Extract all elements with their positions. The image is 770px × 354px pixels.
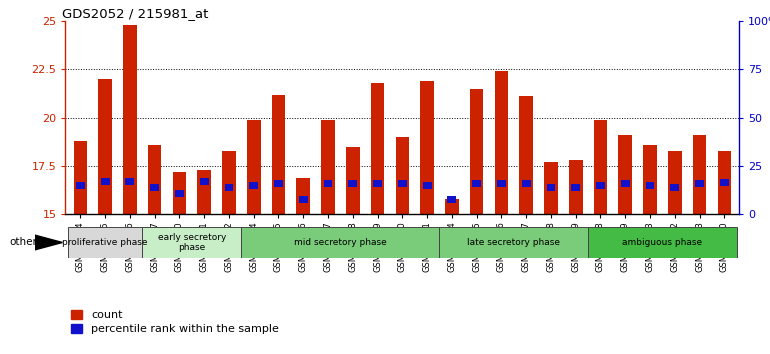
Bar (594, 120, 608, 214)
Bar (472, 181, 481, 187)
Bar (497, 181, 506, 187)
Bar (73, 141, 87, 214)
Bar (398, 181, 407, 187)
Bar (197, 170, 211, 214)
Bar (323, 181, 333, 187)
Bar (199, 178, 209, 185)
Bar (618, 135, 632, 214)
Bar (440, 227, 588, 258)
Bar (645, 182, 654, 189)
Bar (123, 25, 136, 214)
Bar (547, 184, 555, 191)
Bar (222, 150, 236, 214)
Bar (621, 181, 630, 187)
Bar (296, 177, 310, 214)
Bar (142, 227, 241, 258)
Bar (272, 95, 286, 214)
Bar (373, 181, 382, 187)
Bar (588, 227, 737, 258)
Text: GDS2052 / 215981_at: GDS2052 / 215981_at (62, 7, 209, 20)
Bar (396, 137, 409, 214)
Bar (148, 145, 162, 214)
Bar (370, 83, 384, 214)
Bar (68, 227, 142, 258)
Bar (274, 181, 283, 187)
Text: other: other (9, 238, 37, 247)
Bar (346, 147, 360, 214)
Bar (241, 227, 440, 258)
Bar (668, 150, 681, 214)
Bar (447, 196, 457, 202)
Bar (470, 89, 484, 214)
Bar (420, 81, 434, 214)
Bar (643, 145, 657, 214)
Text: early secretory
phase: early secretory phase (158, 233, 226, 252)
Bar (423, 182, 431, 189)
Text: mid secretory phase: mid secretory phase (294, 238, 387, 247)
Bar (571, 184, 580, 191)
Bar (172, 172, 186, 214)
Bar (522, 181, 531, 187)
Bar (720, 179, 728, 186)
Bar (445, 199, 459, 214)
Bar (494, 72, 508, 214)
Legend: count, percentile rank within the sample: count, percentile rank within the sample (71, 310, 279, 334)
Bar (321, 120, 335, 214)
Bar (76, 182, 85, 189)
Bar (247, 120, 260, 214)
Bar (695, 181, 704, 187)
Bar (693, 135, 706, 214)
Text: ambiguous phase: ambiguous phase (622, 238, 702, 247)
Bar (718, 150, 731, 214)
Polygon shape (35, 235, 62, 250)
Bar (175, 190, 184, 197)
Bar (249, 182, 258, 189)
Bar (544, 162, 557, 214)
Bar (519, 97, 533, 214)
Text: late secretory phase: late secretory phase (467, 238, 561, 247)
Bar (569, 160, 583, 214)
Text: proliferative phase: proliferative phase (62, 238, 148, 247)
Bar (348, 181, 357, 187)
Bar (671, 184, 679, 191)
Bar (150, 184, 159, 191)
Bar (596, 182, 605, 189)
Bar (101, 178, 109, 185)
Bar (225, 184, 233, 191)
Bar (99, 79, 112, 214)
Bar (126, 178, 134, 185)
Bar (299, 196, 308, 202)
